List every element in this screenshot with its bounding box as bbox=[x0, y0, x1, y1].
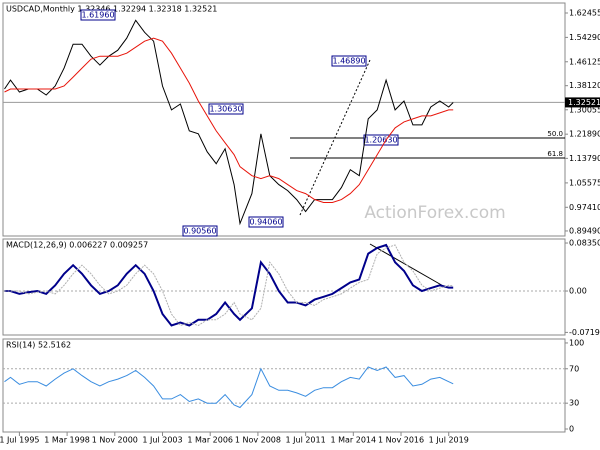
panel-title: MACD(12,26,9) 0.006227 0.009257 bbox=[6, 241, 148, 250]
y-tick-label: 30 bbox=[569, 399, 579, 408]
x-tick-label: 1 Jul 1995 bbox=[0, 436, 39, 445]
last-price-label: 1.32521 bbox=[568, 98, 600, 107]
x-tick-label: 1 Nov 2016 bbox=[378, 436, 424, 445]
x-tick-label: 1 Jul 2019 bbox=[429, 436, 469, 445]
last-price-box bbox=[565, 97, 600, 108]
series-line bbox=[4, 243, 454, 327]
price-annotation: 1.46890 bbox=[332, 57, 365, 66]
y-tick-label: 1.54290 bbox=[569, 33, 600, 42]
price-annotation: 0.94060 bbox=[249, 218, 282, 227]
y-tick-label: 0.083505 bbox=[569, 239, 600, 248]
x-tick-label: 1 Mar 2006 bbox=[187, 436, 233, 445]
x-tick-label: 1 Jul 2003 bbox=[142, 436, 182, 445]
price-annotation-box bbox=[80, 9, 116, 21]
y-tick-label: 1.05575 bbox=[569, 178, 600, 187]
y-tick-label: 0 bbox=[569, 424, 574, 433]
x-tick-label: 1 Mar 1998 bbox=[44, 436, 90, 445]
panel-frame bbox=[2, 238, 566, 336]
y-tick-label: 1.21890 bbox=[569, 130, 600, 139]
trend-line bbox=[299, 59, 371, 216]
y-tick-label: 70 bbox=[569, 364, 579, 373]
watermark: ActionForex.com bbox=[364, 203, 505, 223]
price-annotation-box bbox=[182, 225, 218, 237]
series-line bbox=[4, 244, 454, 327]
x-tick-label: 1 Jul 2011 bbox=[286, 436, 326, 445]
price-annotation: 1.61960 bbox=[81, 11, 114, 20]
price-annotation-box bbox=[363, 134, 399, 146]
series-line bbox=[4, 37, 454, 203]
price-annotation-box bbox=[331, 55, 367, 67]
y-tick-label: 1.30055 bbox=[569, 105, 600, 114]
y-tick-label: 0.97410 bbox=[569, 203, 600, 212]
panel-frame bbox=[2, 2, 566, 237]
y-tick-label: 0.89490 bbox=[569, 226, 600, 235]
price-annotation-box bbox=[248, 216, 284, 228]
price-annotation: 0.90560 bbox=[183, 227, 216, 236]
y-tick-label: 100 bbox=[569, 338, 584, 347]
series-line bbox=[4, 366, 454, 409]
y-tick-label: -0.07195 bbox=[569, 328, 600, 337]
x-tick-label: 1 Nov 2008 bbox=[235, 436, 281, 445]
panel-title: RSI(14) 52.5162 bbox=[6, 341, 71, 350]
panel-frame bbox=[2, 338, 566, 433]
price-annotation-box bbox=[208, 103, 244, 115]
y-tick-label: 1.46125 bbox=[569, 57, 600, 66]
fib-label: 50.0 bbox=[547, 130, 563, 138]
price-annotation: 1.20630 bbox=[364, 136, 397, 145]
fib-label: 61.8 bbox=[547, 150, 563, 158]
y-tick-label: 1.38120 bbox=[569, 81, 600, 90]
y-tick-label: 0.00 bbox=[569, 287, 587, 296]
y-tick-label: 1.13790 bbox=[569, 154, 600, 163]
panel-title: USDCAD,Monthly 1.32346 1.32294 1.32318 1… bbox=[6, 5, 217, 14]
y-tick-label: 1.62455 bbox=[569, 8, 600, 17]
x-tick-label: 1 Nov 2000 bbox=[92, 436, 138, 445]
series-line bbox=[4, 19, 454, 226]
x-tick-label: 1 Mar 2014 bbox=[330, 436, 376, 445]
price-annotation: 1.30630 bbox=[209, 105, 242, 114]
